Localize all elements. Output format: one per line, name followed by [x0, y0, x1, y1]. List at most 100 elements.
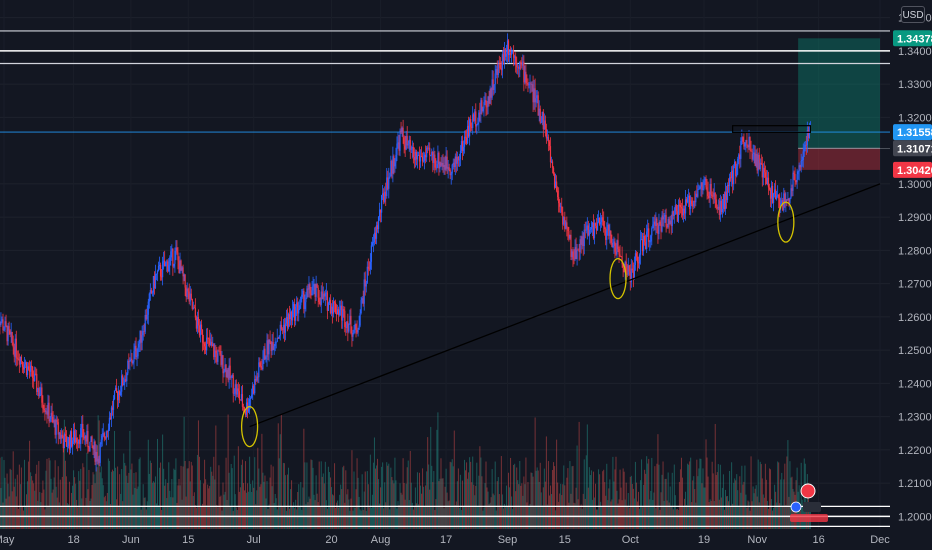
- candle-body: [626, 273, 628, 275]
- candle-body: [143, 331, 145, 332]
- volume-bar: [353, 471, 355, 529]
- time-tick-label: Oct: [622, 534, 639, 546]
- volume-bar: [448, 500, 450, 529]
- candle-body: [25, 362, 28, 376]
- candle-body: [125, 379, 127, 382]
- candle-body: [501, 54, 503, 71]
- volume-bar: [750, 456, 752, 529]
- volume-bar: [48, 457, 50, 529]
- volume-bar: [702, 468, 704, 529]
- volume-bar: [56, 497, 58, 529]
- candle-body: [367, 266, 369, 269]
- candle-body: [723, 194, 726, 210]
- volume-bar: [413, 506, 415, 529]
- candle-body: [162, 261, 164, 278]
- volume-bar: [251, 491, 253, 529]
- candle-body: [332, 301, 335, 314]
- volume-bar: [717, 464, 719, 529]
- candle-body: [665, 215, 667, 227]
- candle-body: [693, 200, 695, 207]
- candle-body: [656, 218, 658, 225]
- volume-bar: [110, 471, 112, 529]
- candle-body: [446, 156, 448, 169]
- candle-body: [360, 299, 362, 314]
- volume-bar: [502, 508, 504, 529]
- candle-body: [63, 434, 65, 449]
- volume-bar: [423, 486, 425, 529]
- candle-body: [20, 356, 22, 362]
- horizontal-levels[interactable]: [0, 30, 890, 527]
- drawings[interactable]: [240, 125, 881, 448]
- candle-body: [295, 306, 297, 321]
- candle-body: [171, 248, 173, 252]
- candle-body: [10, 332, 12, 335]
- candle-body: [759, 162, 761, 170]
- volume-bar: [220, 495, 222, 529]
- volume-bar: [311, 460, 313, 529]
- candle-body: [538, 108, 540, 116]
- volume-bar: [386, 462, 388, 529]
- volume-bar: [327, 466, 329, 529]
- price-axis[interactable]: [890, 0, 932, 550]
- volume-bar: [285, 510, 287, 529]
- long-position-tool[interactable]: [798, 38, 890, 170]
- candle-body: [465, 137, 468, 144]
- candle-body: [391, 160, 393, 174]
- volume-bar: [578, 421, 580, 529]
- candle-body: [275, 341, 277, 343]
- volume-bar: [0, 487, 2, 529]
- volume-bar: [283, 463, 285, 529]
- time-tick-label: 20: [325, 534, 337, 546]
- candle-body: [443, 165, 445, 167]
- candle-body: [232, 375, 234, 394]
- candle-body: [317, 287, 319, 298]
- volume-bar: [106, 492, 108, 529]
- volume-bar: [462, 506, 464, 529]
- candle-body: [347, 321, 349, 332]
- volume-bar: [390, 467, 392, 529]
- candle-body: [326, 292, 328, 311]
- volume-bar: [348, 499, 350, 529]
- candle-body: [560, 206, 562, 208]
- volume-bar: [699, 458, 701, 529]
- volume-bar: [433, 471, 435, 529]
- volume-bar: [72, 485, 74, 529]
- volume-bar: [304, 462, 306, 529]
- candle-body: [24, 362, 27, 365]
- volume-bar: [62, 429, 64, 529]
- news-event-marker[interactable]: [790, 483, 828, 522]
- candle-body: [397, 142, 399, 144]
- volume-bar: [772, 510, 774, 529]
- candle-body: [566, 222, 568, 228]
- candle-body: [600, 222, 602, 225]
- candle-body: [550, 161, 553, 163]
- candle-body: [493, 84, 495, 91]
- volume-bar: [63, 419, 65, 529]
- time-axis[interactable]: [0, 529, 890, 550]
- volume-bar: [612, 456, 614, 529]
- volume-bar: [530, 472, 532, 529]
- volume-bar: [633, 498, 635, 529]
- volume-bar: [104, 495, 106, 529]
- volume-bar: [771, 499, 773, 529]
- volume-bar: [101, 478, 103, 529]
- volume-bar: [783, 479, 785, 529]
- volume-bar: [128, 472, 130, 529]
- currency-button[interactable]: USD: [901, 6, 925, 23]
- candle-body: [42, 402, 44, 409]
- volume-bar: [788, 496, 790, 529]
- volume-bar: [604, 482, 606, 529]
- candle-body: [31, 365, 33, 367]
- volume-bar: [222, 482, 224, 529]
- candle-body: [793, 172, 795, 174]
- candle-body: [128, 360, 130, 362]
- volume-bar: [461, 480, 463, 529]
- volume-bar: [42, 480, 44, 529]
- volume-bar: [684, 498, 686, 529]
- candle-body: [264, 348, 266, 360]
- volume-bar: [119, 474, 121, 529]
- candle-body: [192, 307, 194, 309]
- candle-body: [387, 177, 389, 189]
- candle-body: [105, 431, 107, 439]
